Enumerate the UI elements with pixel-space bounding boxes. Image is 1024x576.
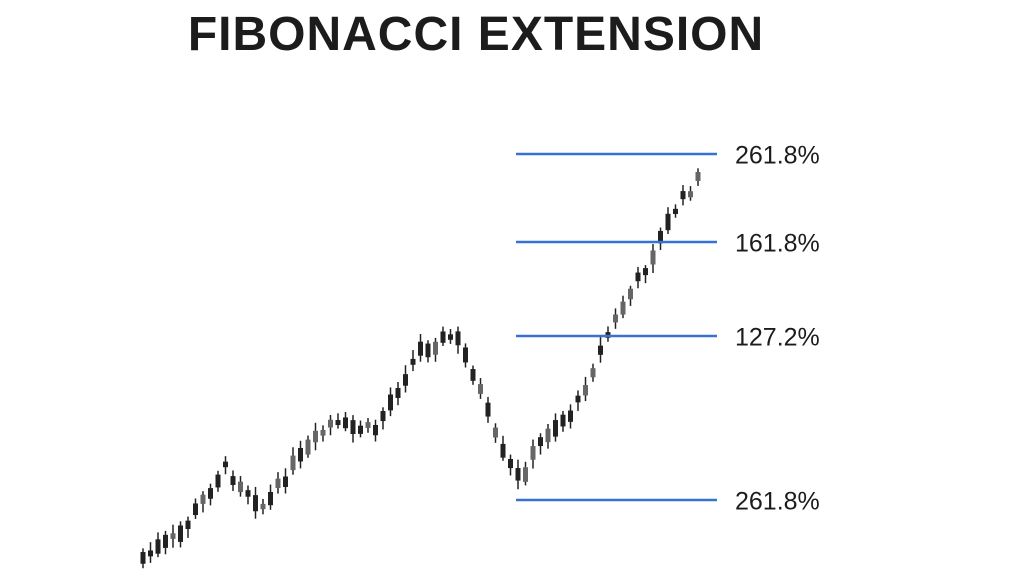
candle-body [590, 368, 596, 378]
candle-body [238, 481, 243, 493]
candle-body [560, 414, 566, 427]
candle-body [515, 468, 521, 481]
candle-body [208, 488, 213, 499]
candle-body [425, 343, 431, 358]
candle-body [155, 539, 161, 554]
candle-body [395, 387, 401, 398]
candle-body [298, 447, 303, 462]
candle-body [463, 347, 468, 363]
candle-body [635, 272, 641, 282]
candle-body [343, 417, 348, 429]
candle-body [358, 425, 363, 434]
candle-body [680, 191, 686, 200]
candle-body [215, 474, 221, 488]
title: FIBONACCI EXTENSION [188, 8, 764, 61]
candle-body [665, 213, 671, 231]
candle-body [448, 334, 453, 340]
candle-body [485, 402, 491, 417]
candle-body [500, 443, 506, 458]
candle-body [530, 446, 536, 460]
candle-body [695, 171, 701, 181]
candle-body [568, 410, 573, 422]
candle-body [620, 301, 626, 315]
candle-body [440, 331, 446, 343]
candle-body [650, 250, 656, 265]
candle-body [260, 503, 266, 510]
candle-body [433, 341, 438, 355]
candle-body [673, 208, 678, 215]
candle-body [688, 191, 693, 198]
candle-body [373, 424, 378, 436]
candle-body [140, 552, 146, 564]
candle-body [658, 230, 663, 244]
candle-body [403, 374, 408, 386]
candle-body [268, 491, 273, 506]
level-label: 261.8% [735, 142, 820, 170]
candle-body [170, 533, 176, 539]
candle-body [508, 458, 513, 469]
level-label: 161.8% [735, 230, 820, 258]
candle-body [455, 331, 461, 346]
candle-body [320, 430, 326, 436]
candles [140, 168, 701, 569]
candle-body [643, 268, 648, 276]
candle-body [275, 478, 281, 488]
candle-body [223, 461, 228, 468]
candle-body [178, 525, 183, 542]
candle-body [290, 455, 296, 471]
candle-body [575, 395, 581, 403]
candle-body [350, 420, 356, 435]
candle-body [313, 430, 318, 443]
candle-body [200, 494, 206, 504]
candle-body [163, 534, 168, 548]
candle-body [253, 495, 258, 512]
candle-body [365, 422, 371, 428]
candle-body [380, 411, 386, 422]
candle-body [545, 428, 551, 443]
candle-body [305, 439, 311, 455]
candle-body [493, 427, 498, 438]
candle-body [553, 420, 558, 437]
candle-body [193, 503, 198, 516]
candle-body [283, 476, 288, 487]
candle-body [523, 467, 528, 482]
candle-body [185, 520, 191, 529]
candle-body [470, 369, 476, 381]
candle-body [328, 419, 333, 428]
candle-body [583, 385, 588, 396]
candle-body [148, 550, 153, 557]
candle-body [628, 288, 633, 300]
level-label: 261.8% [735, 488, 820, 516]
candle-body [613, 314, 618, 323]
candle-body [410, 358, 416, 365]
candle-body [230, 476, 236, 486]
level-label: 127.2% [735, 324, 820, 352]
candle-body [538, 437, 543, 447]
candle-body [388, 394, 393, 411]
candle-body [478, 384, 483, 394]
candle-body [598, 345, 603, 355]
candle-body [335, 420, 341, 426]
candle-body [418, 341, 423, 356]
candle-body [245, 490, 251, 497]
